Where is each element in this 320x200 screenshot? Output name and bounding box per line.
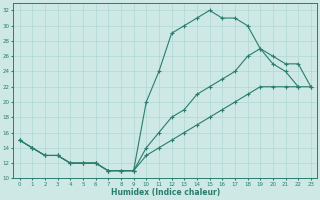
X-axis label: Humidex (Indice chaleur): Humidex (Indice chaleur) (111, 188, 220, 197)
